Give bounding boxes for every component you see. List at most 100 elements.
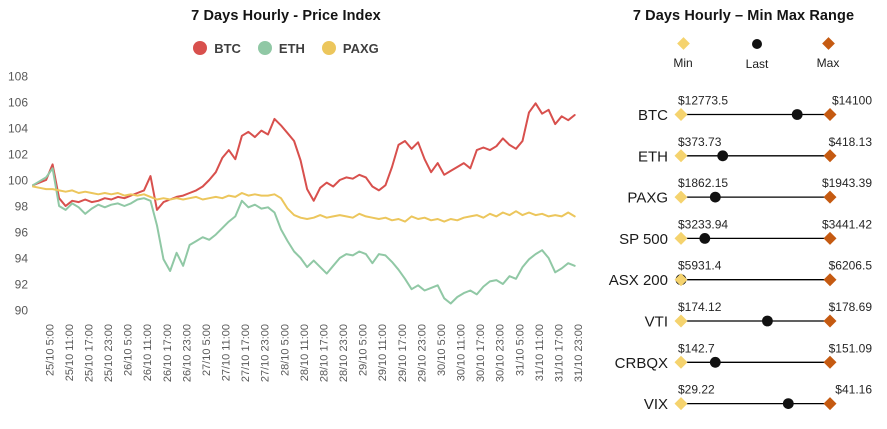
price-chart-title: 7 Days Hourly - Price Index: [191, 8, 381, 24]
range-legend-item-last: Last: [727, 39, 787, 71]
x-axis-tick-label: 29/10 23:00: [416, 324, 428, 382]
range-row: CRBQX $142.7 $151.09: [615, 341, 873, 372]
btc-legend-label: BTC: [214, 40, 241, 56]
x-axis-tick-label: 25/10 23:00: [103, 324, 115, 382]
min-diamond-icon: [674, 190, 688, 204]
range-chart-title: 7 Days Hourly – Min Max Range: [632, 8, 855, 24]
paxg-legend-swatch-icon: [321, 41, 336, 55]
max-diamond-icon: [823, 397, 837, 411]
x-axis-tick-label: 30/10 11:00: [456, 324, 468, 381]
min-diamond-icon: [674, 231, 688, 245]
x-axis-tick-label: 31/10 11:00: [534, 324, 546, 381]
max-value-label: $14100: [832, 94, 872, 108]
legend-item-paxg: PAXG: [321, 40, 379, 56]
x-axis-tick-label: 25/10 11:00: [64, 324, 76, 381]
range-row: PAXG $1862.15 $1943.39: [627, 176, 872, 207]
min-value-label: $5931.4: [678, 259, 722, 273]
range-row-label: VTI: [645, 314, 668, 331]
max-diamond-icon: [823, 231, 837, 245]
last-dot-icon: [717, 150, 729, 162]
btc-line: [32, 102, 576, 211]
x-axis-tick-label: 28/10 17:00: [318, 324, 330, 382]
min-value-label: $29.22: [678, 383, 715, 397]
last-dot-icon: [709, 356, 721, 368]
price-index-chart-panel: 7 Days Hourly - Price Index BTC ETH PAXG…: [0, 8, 585, 383]
x-axis-tick-label: 30/10 23:00: [495, 324, 507, 382]
last-dot-icon: [752, 39, 762, 49]
range-row-label: CRBQX: [615, 355, 668, 372]
range-row: SP 500 $3233.94 $3441.42: [619, 217, 872, 248]
min-diamond-icon: [674, 273, 688, 287]
x-axis-tick-label: 26/10 5:00: [123, 324, 135, 376]
y-axis-tick-label: 100: [8, 174, 28, 188]
paxg-legend-label: PAXG: [342, 40, 379, 56]
range-dot-chart: BTC $12773.5 $14100 ETH $373.73 $418.13 PAXG $1…: [609, 94, 873, 414]
x-axis-tick-label: 29/10 11:00: [377, 324, 389, 381]
range-row: VTI $174.12 $178.69: [645, 300, 873, 331]
max-diamond-icon: [823, 149, 837, 163]
x-axis-tick-label: 27/10 17:00: [240, 324, 252, 382]
max-diamond-icon: [823, 108, 837, 121]
max-value-label: $418.13: [829, 135, 873, 149]
min-diamond-icon: [674, 108, 688, 121]
min-value-label: $142.7: [678, 341, 715, 355]
paxg-line: [32, 185, 576, 223]
min-value-label: $373.73: [678, 135, 722, 149]
x-axis-tick-label: 31/10 17:00: [553, 324, 565, 382]
x-axis-tick-label: 26/10 11:00: [142, 324, 154, 381]
x-axis-tick-label: 29/10 17:00: [397, 324, 409, 382]
last-dot-icon: [709, 191, 721, 203]
y-axis-tick-label: 102: [8, 148, 28, 162]
min-value-label: $174.12: [678, 300, 722, 314]
max-legend-label: Max: [816, 56, 840, 70]
y-axis-tick-label: 106: [8, 96, 28, 110]
max-value-label: $151.09: [829, 341, 873, 355]
eth-legend-label: ETH: [278, 40, 305, 56]
y-axis-tick-label: 94: [15, 252, 29, 266]
btc-legend-swatch-icon: [193, 41, 208, 55]
max-value-label: $6206.5: [829, 259, 873, 273]
x-axis-tick-label: 27/10 5:00: [201, 324, 213, 376]
min-legend-label: Min: [673, 56, 693, 70]
range-row: ASX 200 $5931.4 $6206.5: [609, 259, 873, 290]
max-diamond-icon: [823, 314, 837, 328]
x-axis-tick-label: 31/10 5:00: [514, 324, 526, 376]
last-dot-icon: [762, 315, 773, 327]
y-axis-tick-label: 104: [8, 122, 28, 136]
last-dot-icon: [791, 109, 803, 120]
min-value-label: $1862.15: [678, 176, 728, 190]
max-value-label: $178.69: [829, 300, 873, 314]
price-line-chart: 90 92 94 96 98 100 102 104 106 108 25/10 5:00 25/10…: [8, 70, 585, 383]
x-axis-tick-label: 31/10 23:00: [573, 324, 585, 382]
eth-legend-swatch-icon: [257, 41, 272, 55]
max-diamond-icon: [823, 190, 837, 204]
min-diamond-icon: [674, 314, 688, 328]
x-axis-tick-label: 28/10 11:00: [299, 324, 311, 381]
legend-item-eth: ETH: [257, 40, 305, 56]
max-value-label: $3441.42: [822, 217, 872, 231]
eth-line: [32, 167, 576, 305]
max-value-label: $41.16: [835, 383, 872, 397]
min-value-label: $12773.5: [678, 94, 728, 108]
range-row: BTC $12773.5 $14100: [638, 94, 872, 125]
x-axis-tick-label: 28/10 5:00: [279, 324, 291, 376]
range-row-label: VIX: [644, 396, 668, 413]
max-value-label: $1943.39: [822, 176, 872, 190]
min-diamond-icon: [674, 149, 688, 163]
price-chart-legend: BTC ETH PAXG: [0, 38, 572, 58]
y-axis-tick-label: 96: [15, 226, 29, 240]
range-row: VIX $29.22 $41.16: [644, 383, 873, 414]
min-value-label: $3233.94: [678, 217, 728, 231]
range-row-label: ASX 200: [609, 272, 668, 289]
min-diamond-icon: [674, 355, 688, 369]
x-axis-tick-label: 27/10 11:00: [221, 324, 233, 381]
last-dot-icon: [782, 398, 794, 409]
x-axis-tick-label: 25/10 17:00: [84, 324, 96, 382]
x-axis-tick-label: 30/10 5:00: [436, 324, 448, 376]
y-axis-tick-label: 108: [8, 70, 28, 84]
range-row-label: PAXG: [627, 190, 668, 207]
x-axis-tick-label: 26/10 17:00: [162, 324, 174, 382]
x-axis-tick-label: 26/10 23:00: [181, 324, 193, 382]
range-row-label: SP 500: [619, 231, 668, 248]
range-legend-item-max: Max: [798, 37, 858, 70]
